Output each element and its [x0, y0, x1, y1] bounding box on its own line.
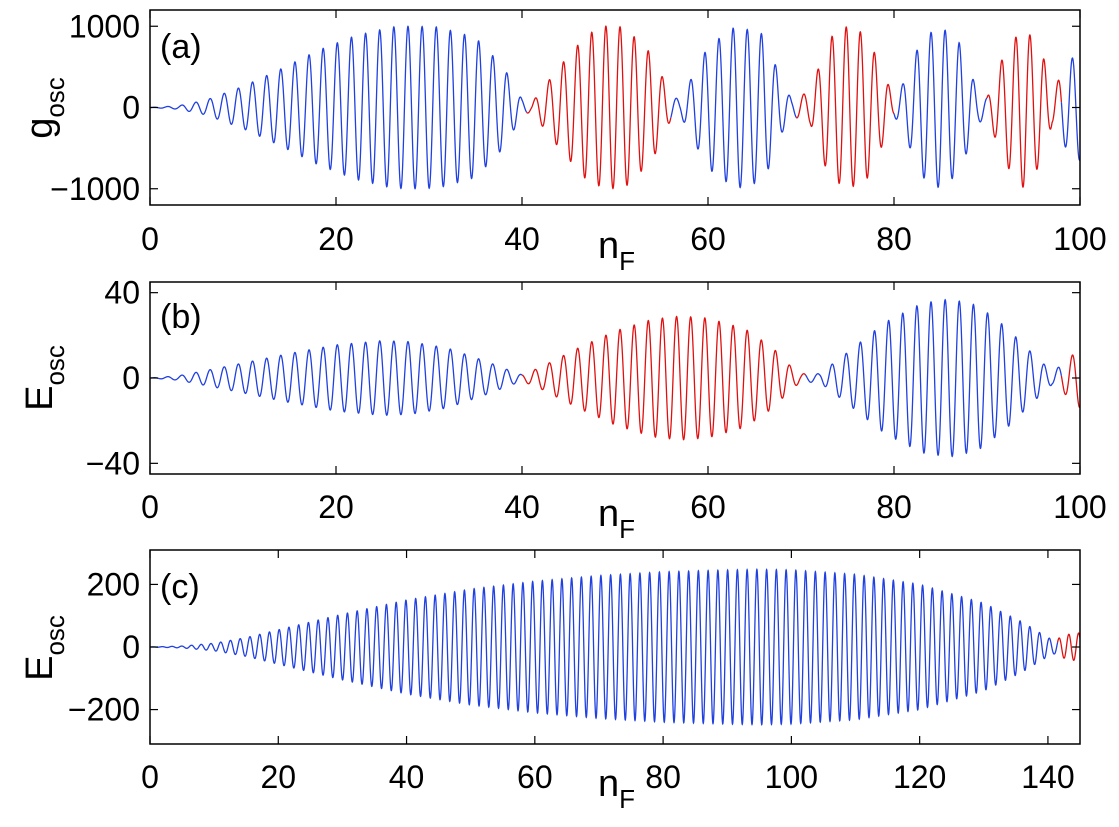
series-group	[150, 298, 1080, 458]
y-tick-label: 200	[87, 566, 140, 602]
x-tick-label: 40	[504, 489, 540, 525]
x-tick-label: 60	[690, 489, 726, 525]
panel-label: (b)	[160, 298, 202, 336]
panel-label: (c)	[160, 568, 200, 606]
series-line-blue-4	[893, 29, 988, 189]
x-tick-label: 80	[876, 489, 912, 525]
x-tick-label: 20	[318, 221, 354, 257]
x-axis-label: nF	[598, 493, 635, 544]
y-axis-label: gosc	[19, 77, 70, 139]
series-line-blue-0	[150, 567, 1059, 727]
y-tick-label: −40	[86, 445, 140, 481]
axes-frame	[149, 9, 1081, 206]
y-tick-label: 0	[122, 90, 140, 126]
x-tick-label: 100	[765, 759, 818, 795]
series-line-red-3	[1060, 354, 1080, 409]
series-line-red-1	[526, 25, 672, 190]
panel-label: (a)	[160, 28, 202, 66]
x-axis-label: nF	[598, 225, 635, 276]
series-line-blue-2	[670, 27, 797, 189]
x-tick-label: 140	[1021, 759, 1074, 795]
y-axis-label: Eosc	[19, 615, 70, 681]
x-tick-label: 80	[876, 221, 912, 257]
series-line-blue-6	[1060, 57, 1080, 161]
x-tick-label: 60	[517, 759, 553, 795]
x-tick-label: 20	[260, 759, 296, 795]
y-axis-label: Eosc	[19, 345, 70, 411]
y-tick-label: −200	[68, 692, 140, 728]
series-line-blue-0	[150, 25, 528, 190]
y-tick-label: −1000	[50, 171, 140, 207]
x-tick-label: 20	[318, 489, 354, 525]
x-tick-label: 0	[141, 221, 159, 257]
x-tick-label: 60	[690, 221, 726, 257]
y-tick-label: 0	[122, 629, 140, 665]
series-line-red-3	[795, 26, 895, 188]
x-tick-label: 40	[389, 759, 425, 795]
x-tick-label: 100	[1053, 489, 1106, 525]
series-group	[150, 567, 1080, 727]
x-tick-label: 0	[141, 489, 159, 525]
x-tick-label: 100	[1053, 221, 1106, 257]
x-tick-label: 0	[141, 759, 159, 795]
y-tick-label: 1000	[69, 8, 140, 44]
series-line-blue-2	[805, 298, 1063, 458]
y-tick-label: 40	[104, 275, 140, 311]
y-tick-label: 0	[122, 360, 140, 396]
series-line-blue-0	[150, 340, 523, 416]
series-group	[150, 25, 1080, 190]
x-tick-label: 40	[504, 221, 540, 257]
x-axis-label: nF	[598, 763, 635, 814]
series-line-red-1	[521, 315, 807, 441]
axes-frame	[149, 281, 1081, 475]
series-line-red-5	[986, 34, 1063, 188]
x-tick-label: 80	[645, 759, 681, 795]
x-tick-label: 120	[893, 759, 946, 795]
series-line-red-1	[1056, 632, 1080, 661]
